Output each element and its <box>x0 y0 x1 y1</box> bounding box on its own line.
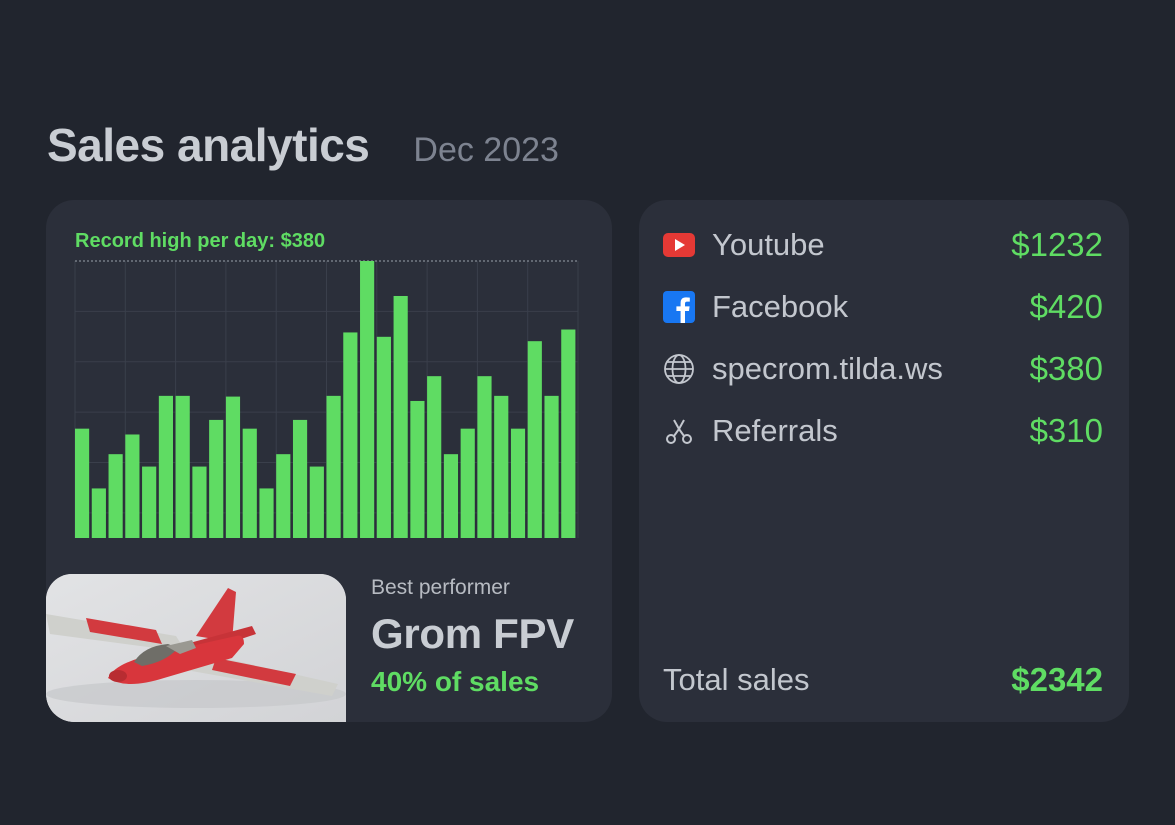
product-image[interactable] <box>46 574 346 722</box>
source-row-facebook[interactable]: Facebook $420 <box>663 287 1103 327</box>
chart-bar-day-20[interactable] <box>393 295 408 538</box>
chart-bar-day-22[interactable] <box>427 376 442 538</box>
source-row-referrals[interactable]: Referrals $310 <box>663 411 1103 451</box>
source-name: Facebook <box>712 289 849 324</box>
source-value: $1232 <box>1011 226 1103 263</box>
total-sales-label: Total sales <box>663 662 810 697</box>
chart-bar-day-23[interactable] <box>443 454 459 538</box>
chart-bar-day-1[interactable] <box>75 428 90 538</box>
chart-bar-day-25[interactable] <box>477 376 492 538</box>
chart-bar-day-7[interactable] <box>175 395 190 538</box>
daily-sales-chart <box>74 260 579 538</box>
globe-icon <box>663 353 695 385</box>
chart-bar-day-28[interactable] <box>527 341 542 538</box>
chart-bar-day-27[interactable] <box>510 428 526 538</box>
facebook-icon <box>663 291 695 323</box>
chart-bar-day-30[interactable] <box>561 329 576 538</box>
best-performer-info: Best performer Grom FPV 40% of sales <box>371 576 574 698</box>
product-sales-share: 40% of sales <box>371 666 540 697</box>
youtube-icon <box>663 229 695 261</box>
page-title: Sales analytics <box>47 119 370 171</box>
record-high-label: Record high per day: $380 <box>75 230 326 252</box>
chart-bar-day-17[interactable] <box>343 332 358 538</box>
chart-bar-day-10[interactable] <box>225 396 241 538</box>
chart-bar-day-2[interactable] <box>91 488 106 538</box>
source-name: Referrals <box>712 413 838 448</box>
chart-bar-day-18[interactable] <box>360 261 375 538</box>
chart-bar-day-19[interactable] <box>376 336 391 538</box>
chart-bar-day-13[interactable] <box>276 454 291 538</box>
chart-bar-day-5[interactable] <box>142 466 157 538</box>
chart-bar-day-16[interactable] <box>326 395 341 538</box>
product-name[interactable]: Grom FPV <box>371 610 574 657</box>
chart-bar-day-9[interactable] <box>209 419 224 538</box>
airplane-image <box>46 574 346 722</box>
chart-bar-day-24[interactable] <box>460 428 475 538</box>
chart-bar-day-6[interactable] <box>158 395 173 538</box>
source-value: $310 <box>1029 412 1103 449</box>
chart-bar-day-12[interactable] <box>259 488 274 538</box>
total-sales-row: Total sales $2342 <box>663 658 1103 702</box>
source-row-youtube[interactable]: Youtube $1232 <box>663 225 1103 265</box>
chart-bar-day-14[interactable] <box>292 419 308 538</box>
sales-sources-card: Youtube $1232 Facebook $420 specrom.tild… <box>639 200 1129 722</box>
source-name: specrom.tilda.ws <box>712 351 943 386</box>
chart-bar-day-29[interactable] <box>544 395 559 538</box>
period-label: Dec 2023 <box>413 131 559 169</box>
chart-bar-day-11[interactable] <box>242 428 257 538</box>
source-value: $420 <box>1029 288 1103 325</box>
chart-bar-day-4[interactable] <box>125 434 140 538</box>
referral-icon <box>663 415 695 447</box>
source-name: Youtube <box>712 227 825 262</box>
daily-sales-card: Record high per day: $380 <box>46 200 612 722</box>
chart-bar-day-15[interactable] <box>309 466 324 538</box>
source-value: $380 <box>1029 350 1103 387</box>
best-performer-label: Best performer <box>371 576 510 599</box>
page-header: Sales analytics Dec 2023 <box>47 118 559 172</box>
chart-bar-day-21[interactable] <box>410 400 425 538</box>
chart-bar-day-26[interactable] <box>494 395 509 538</box>
source-row-website[interactable]: specrom.tilda.ws $380 <box>663 349 1103 389</box>
chart-bar-day-3[interactable] <box>108 454 123 538</box>
chart-bar-day-8[interactable] <box>192 466 207 538</box>
total-sales-value: $2342 <box>1011 661 1103 698</box>
